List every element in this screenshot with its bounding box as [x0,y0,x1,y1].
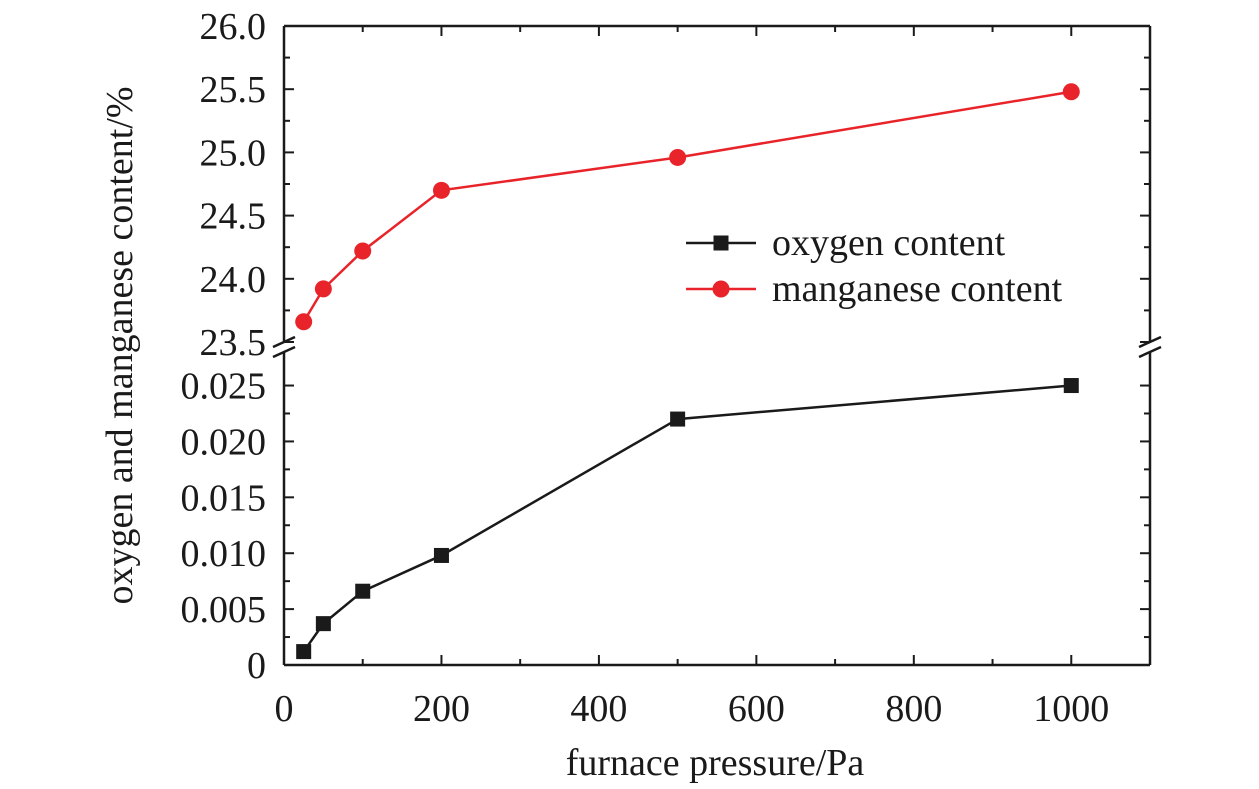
upper-y-tick-label: 25.0 [200,132,267,174]
tick-labels: 0 200 400 600 800 1000 23.5 24.0 24.5 25.0 25.5 26.… [181,6,1110,730]
lower-y-tick-label: 0.020 [181,421,267,463]
upper-y-tick-label: 23.5 [200,322,267,364]
upper-y-tick-label: 26.0 [200,6,267,48]
break-mark-right-1 [1138,345,1162,359]
break-mark-left-0 [272,335,296,349]
data-point-oxygen [355,583,371,599]
data-point-manganese [295,313,313,331]
legend-label-oxygen: oxygen content [772,222,1006,264]
data-point-manganese [1062,83,1080,101]
axis-break-marks [272,335,1162,359]
x-axis-title: furnace pressure/Pa [566,742,865,784]
break-mark-left-1 [272,345,296,359]
lower-y-tick-label: 0.025 [181,366,267,408]
legend: oxygen content manganese content [686,222,1063,310]
data-point-oxygen [670,411,686,427]
legend-label-manganese: manganese content [772,268,1063,310]
upper-y-tick-label: 24.5 [200,196,267,238]
legend-marker-oxygen [713,235,729,251]
break-mark-right-0 [1138,335,1162,349]
x-tick-label: 600 [728,688,785,730]
series-line-oxygen [302,384,1072,653]
legend-marker-manganese [712,280,730,298]
upper-y-tick-label: 24.0 [200,259,267,301]
lower-y-tick-label: 0.005 [181,589,267,631]
data-point-oxygen [315,616,331,632]
data-point-manganese [432,181,450,199]
x-tick-label: 1000 [1033,688,1109,730]
x-tick-label: 200 [413,688,470,730]
data-point-oxygen [1063,378,1079,394]
data-point-manganese [669,148,687,166]
x-tick-label: 800 [885,688,942,730]
upper-y-tick-label: 25.5 [200,69,267,111]
lower-y-tick-label: 0.010 [181,533,267,575]
data-point-manganese [314,280,332,298]
x-tick-label: 0 [275,688,294,730]
series-layer [295,83,1080,660]
x-tick-label: 400 [570,688,627,730]
lower-y-tick-label: 0 [247,645,266,687]
lower-y-tick-label: 0.015 [181,477,267,519]
y-axis-title: oxygen and manganese content/% [99,86,141,604]
data-point-manganese [354,242,372,260]
data-point-oxygen [433,547,449,563]
axis-ticks [283,25,1150,666]
data-point-oxygen [296,644,312,660]
